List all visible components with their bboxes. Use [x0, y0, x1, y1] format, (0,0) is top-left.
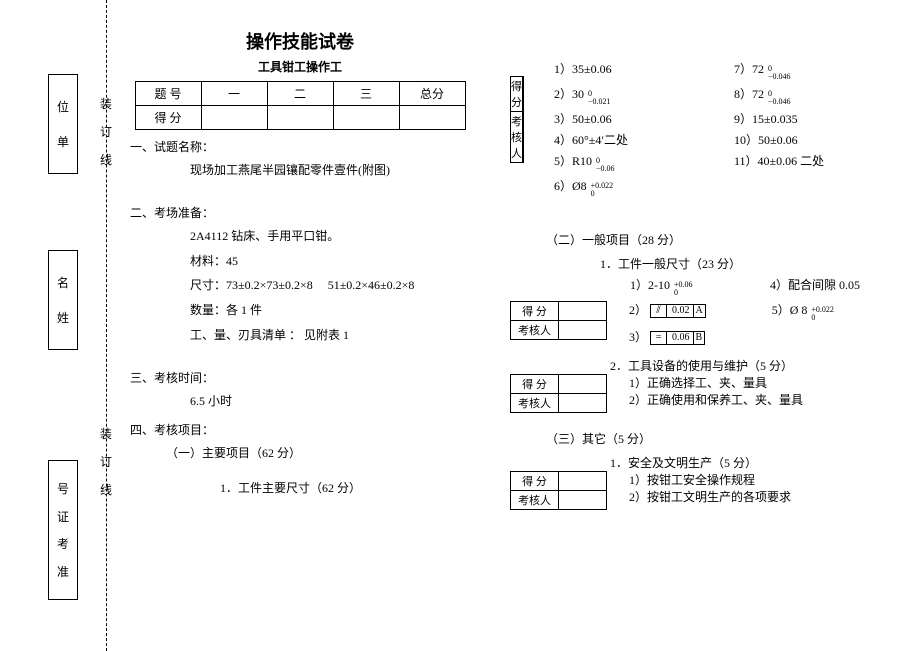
score-th: 三 — [333, 82, 399, 106]
s2-l2: 材料：45 — [190, 250, 470, 273]
s2s2-2: 2）正确使用和保养工、夹、量具 — [629, 391, 910, 408]
mini-score-general: 得 分 考核人 — [510, 301, 607, 340]
score-cell — [399, 106, 465, 130]
gen-dim-4: 4）配合间隙 0.05 — [770, 276, 910, 297]
binding-box-examid: 号 证 考 准 — [48, 460, 78, 600]
mini-score-cell — [559, 471, 607, 490]
vchar: 考 — [57, 535, 69, 552]
mini-score-label: 得 分 — [511, 471, 559, 490]
s4-sub1-1: 1．工件主要尺寸（62 分） — [220, 479, 470, 496]
gen-dim-1: 1）2-10 +0.060 — [630, 276, 770, 297]
vchar: 证 — [57, 508, 69, 525]
mini-score-label: 考核人 — [511, 112, 523, 163]
right-column: 得 分 考核人 1）35±0.067）72 0−0.0462）30 0−0.02… — [510, 0, 910, 510]
mini-score-cell — [559, 375, 607, 394]
score-th: 二 — [267, 82, 333, 106]
dim-item: 6）Ø8 +0.0220 — [554, 177, 734, 198]
mini-score-safety: 得 分 考核人 — [510, 471, 607, 510]
mini-score-main: 得 分 考核人 — [510, 76, 524, 163]
dim-item: 1）35±0.06 — [554, 60, 734, 81]
section-1-label: 一、试题名称： — [130, 138, 470, 155]
right-s2-head: （二）一般项目（28 分） — [546, 229, 910, 252]
score-cell — [333, 106, 399, 130]
right-s3-sub1: 1．安全及文明生产（5 分） — [610, 454, 910, 471]
vchar: 准 — [57, 563, 69, 580]
dims-main-block: 1）35±0.067）72 0−0.0462）30 0−0.0218）72 0−… — [524, 56, 914, 202]
mini-score-label: 得 分 — [511, 77, 523, 112]
s2-l5: 工、量、刃具清单 ： 见附表 1 — [190, 324, 470, 347]
dim-item: 7）72 0−0.046 — [734, 60, 914, 81]
page-subtitle: 工具钳工操作工 — [130, 58, 470, 75]
section-4-label: 四、考核项目： — [130, 421, 470, 438]
vchar: 名 — [57, 274, 69, 291]
dim-item: 8）72 0−0.046 — [734, 85, 914, 106]
right-s2-sub1: 1．工件一般尺寸（23 分） — [600, 255, 910, 272]
dim-item: 9）15±0.035 — [734, 110, 914, 127]
s2-l1: 2A4112 钻床、手用平口钳。 — [190, 225, 470, 248]
dim-item: 3）50±0.06 — [554, 110, 734, 127]
score-th: 题 号 — [135, 82, 201, 106]
gd-t-symmetry: =0.06B — [650, 331, 705, 345]
mini-score-tools: 得 分 考核人 — [510, 374, 607, 413]
left-column: 操作技能试卷 工具钳工操作工 题 号 一 二 三 总分 得 分 一、试题名称： … — [130, 0, 470, 496]
fold-label-mid: 装 订 线 — [99, 420, 113, 504]
dim-item: 5）R10 0−0.06 — [554, 152, 734, 173]
binding-box-unit: 位 单 — [48, 74, 78, 174]
mini-score-cell — [559, 394, 607, 413]
score-cell — [267, 106, 333, 130]
s2-l4: 数量：各 1 件 — [190, 299, 470, 322]
mini-score-label: 考核人 — [511, 320, 559, 339]
score-th: 总分 — [399, 82, 465, 106]
dim-item: 4）60°±4′二处 — [554, 131, 734, 148]
mini-score-label: 得 分 — [511, 301, 559, 320]
dim-item: 2）30 0−0.021 — [554, 85, 734, 106]
binding-box-name: 名 姓 — [48, 250, 78, 350]
score-table: 题 号 一 二 三 总分 得 分 — [135, 81, 466, 130]
right-s2-sub2: 2．工具设备的使用与维护（5 分） — [610, 357, 910, 374]
gen-dim-2-row: 2） ⫽0.02A 5）Ø 8 +0.0220 — [629, 301, 910, 322]
vchar: 姓 — [57, 309, 69, 326]
dim-item: 10）50±0.06 — [734, 131, 914, 148]
right-s3-head: （三）其它（5 分） — [546, 428, 910, 451]
vchar: 单 — [57, 133, 69, 150]
s2-l3: 尺寸：73±0.2×73±0.2×8 51±0.2×46±0.2×8 — [190, 274, 470, 297]
dim-item — [734, 177, 914, 198]
vchar: 位 — [57, 98, 69, 115]
mini-score-cell — [559, 320, 607, 339]
mini-score-cell — [559, 490, 607, 509]
mini-score-cell — [559, 301, 607, 320]
mini-score-label: 考核人 — [511, 490, 559, 509]
s2s2-1: 1）正确选择工、夹、量具 — [629, 374, 910, 391]
dim-item: 11）40±0.06 二处 — [734, 152, 914, 173]
section-3-label: 三、考核时间： — [130, 369, 470, 386]
page-title: 操作技能试卷 — [130, 28, 470, 54]
s3-body: 6.5 小时 — [190, 390, 470, 413]
s3s1-1: 1）按钳工安全操作规程 — [629, 471, 910, 488]
score-th: 一 — [201, 82, 267, 106]
gen-dim-3-row: 3） =0.06B — [629, 328, 910, 345]
mini-score-label: 得 分 — [511, 375, 559, 394]
mini-score-label: 考核人 — [511, 394, 559, 413]
s3s1-2: 2）按钳工文明生产的各项要求 — [629, 488, 910, 505]
score-cell — [201, 106, 267, 130]
fold-label-top: 装 订 线 — [99, 90, 113, 174]
s4-sub1: （一）主要项目（62 分） — [166, 442, 470, 465]
vchar: 号 — [57, 480, 69, 497]
score-row-label: 得 分 — [135, 106, 201, 130]
gd-t-parallel: ⫽0.02A — [650, 304, 706, 318]
section-1-body: 现场加工燕尾半园镶配零件壹件(附图) — [190, 159, 470, 182]
section-2-label: 二、考场准备： — [130, 204, 470, 221]
